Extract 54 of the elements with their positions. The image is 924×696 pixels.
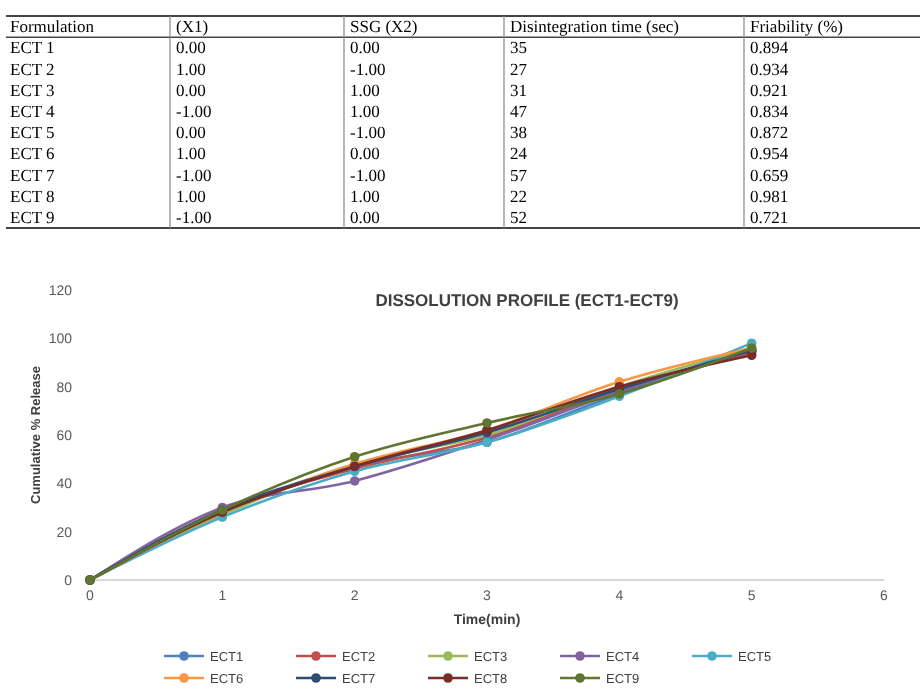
y-tick-label: ECT 9 <box>10 207 55 227</box>
y-tick-label: ECT 6 <box>10 143 55 164</box>
data-label: 47 <box>510 101 527 121</box>
x-tick-label: SSG (X2) <box>350 16 418 37</box>
data-label: 1.00 <box>350 185 380 206</box>
data-label: 52 <box>510 207 527 227</box>
point <box>482 418 492 428</box>
data-label: -1.00 <box>350 164 386 185</box>
data-label: -1.00 <box>350 122 386 143</box>
data-label: 38 <box>510 122 527 143</box>
data-label: 0.834 <box>750 101 790 121</box>
data-label: 0.00 <box>176 37 206 58</box>
data-label: 0.00 <box>176 122 206 143</box>
data-label: 0.00 <box>350 143 380 164</box>
data-label: 1.00 <box>176 143 206 164</box>
data-label: 57 <box>510 164 527 185</box>
y-tick-label: ECT 7 <box>10 164 55 185</box>
x-tick-label: Friability (%) <box>750 16 844 37</box>
y-tick-label: ECT 4 <box>10 101 57 121</box>
y-tick-label: ECT 1 <box>10 37 55 58</box>
y-tick-label: ECT 8 <box>10 185 55 206</box>
data-label: 1.00 <box>350 79 380 100</box>
y-tick-label: ECT 5 <box>10 122 55 143</box>
data-label: 0.721 <box>750 207 789 227</box>
y-tick-label: ECT 2 <box>10 58 55 79</box>
data-label: 24 <box>510 143 529 164</box>
data-label: 0.981 <box>750 185 789 206</box>
data-label: 31 <box>510 79 527 100</box>
data-label: 0.894 <box>750 37 790 58</box>
data-label: -1.00 <box>176 164 212 185</box>
data-label: 0.00 <box>176 79 206 100</box>
data-label: 0.00 <box>350 37 380 58</box>
data-label: -1.00 <box>350 58 386 79</box>
data-label: -1.00 <box>176 101 212 121</box>
data-label: 0.659 <box>750 164 789 185</box>
x-tick-label: Disintegration time (sec) <box>510 16 680 37</box>
data-label: 35 <box>510 37 527 58</box>
data-label: 27 <box>510 58 527 79</box>
data-label: 1.00 <box>350 101 380 121</box>
data-label: 0.954 <box>750 143 790 164</box>
y-axis-title: Formulation <box>10 16 96 37</box>
y-tick-label: ECT 3 <box>10 79 55 100</box>
data-label: 1.00 <box>176 185 206 206</box>
x-tick-label: (X1) <box>176 16 209 37</box>
point <box>349 476 360 486</box>
data-label: 0.00 <box>350 207 380 227</box>
data-label: 0.921 <box>750 79 789 100</box>
data-label: 0.872 <box>750 122 789 143</box>
point <box>349 451 360 462</box>
data-label: -1.00 <box>176 207 212 227</box>
data-label: 1.00 <box>176 58 206 79</box>
chart-title: DISSOLUTION PROFILE (ECT1-ECT9) <box>375 290 679 310</box>
data-label: 22 <box>510 185 527 206</box>
data-label: 0.934 <box>750 58 790 79</box>
